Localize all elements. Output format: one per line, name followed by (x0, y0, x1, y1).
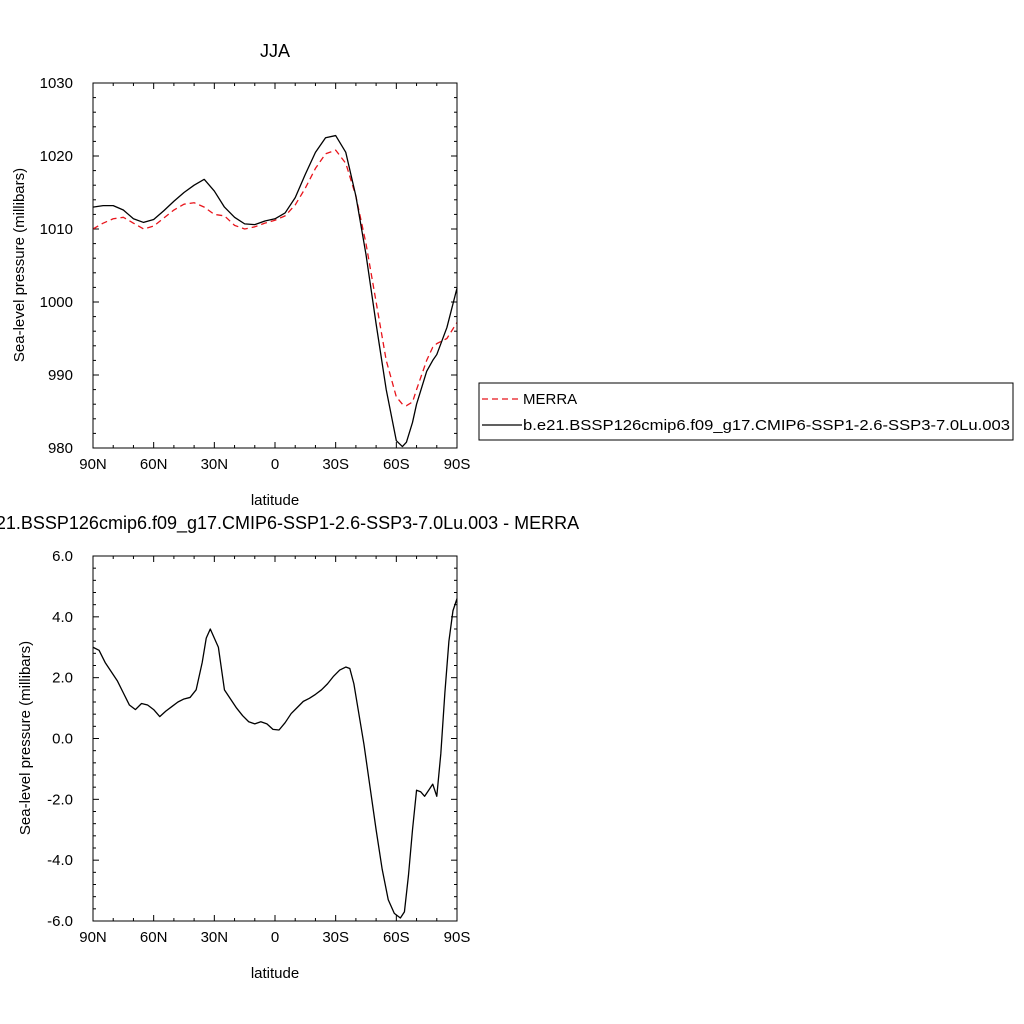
top-ytick-label: 1000 (40, 294, 73, 311)
top-ytick-label: 1010 (40, 221, 73, 238)
bottom-xtick-label: 30N (201, 929, 229, 946)
bottom-ytick-label: 0.0 (52, 731, 73, 748)
top-xtick-label: 0 (271, 456, 279, 473)
bottom-ytick-label: 2.0 (52, 670, 73, 687)
top-series-line-0 (92, 149, 458, 407)
bottom-xtick-label: 90N (79, 929, 107, 946)
top-ytick-label: 1020 (40, 148, 73, 165)
top-xtick-label: 90S (444, 456, 471, 473)
bottom-xtick-label: 60S (383, 929, 410, 946)
bottom-panel-xlabel: latitude (251, 965, 299, 982)
top-panel-ticks: 90N 60N 30N 0 30S 60S 90S 980 990 1000 1010 1020 103… (40, 75, 471, 473)
bottom-xtick-label: 60N (140, 929, 168, 946)
top-ytick-label: 980 (48, 440, 73, 457)
top-xtick-label: 60S (383, 456, 410, 473)
top-xtick-label: 60N (140, 456, 168, 473)
legend: MERRA b.e21.BSSP126cmip6.f09_g17.CMIP6-S… (478, 382, 1014, 441)
top-ytick-label: 990 (48, 367, 73, 384)
bottom-panel: b.e21.BSSP126cmip6.f09_g17.CMIP6-SSP1-2.… (0, 513, 579, 982)
top-panel-ylabel: Sea-level pressure (millibars) (11, 168, 28, 362)
top-panel-frame (92, 82, 458, 449)
bottom-ytick-label: 6.0 (52, 548, 73, 565)
bottom-panel-ylabel: Sea-level pressure (millibars) (17, 641, 34, 835)
top-series-line-1 (92, 134, 458, 448)
bottom-series-line-0 (92, 598, 458, 919)
top-xtick-label: 90N (79, 456, 107, 473)
top-panel-xlabel: latitude (251, 492, 299, 509)
top-ytick-label: 1030 (40, 75, 73, 92)
legend-label-merra: MERRA (523, 391, 577, 408)
top-xtick-label: 30N (201, 456, 229, 473)
bottom-xtick-label: 30S (322, 929, 349, 946)
top-panel-title: JJA (260, 41, 290, 61)
bottom-xtick-label: 90S (444, 929, 471, 946)
bottom-panel-title: b.e21.BSSP126cmip6.f09_g17.CMIP6-SSP1-2.… (0, 513, 579, 534)
bottom-ytick-label: -2.0 (47, 791, 73, 808)
bottom-xtick-label: 0 (271, 929, 279, 946)
bottom-panel-frame (92, 555, 458, 922)
legend-label-model: b.e21.BSSP126cmip6.f09_g17.CMIP6-SSP1-2.… (523, 417, 1010, 434)
top-panel: JJA 90N 60N 30N 0 30S 60S 90S 980 990 1000 1010 102… (11, 41, 470, 509)
top-xtick-label: 30S (322, 456, 349, 473)
bottom-panel-series (92, 598, 458, 919)
bottom-ytick-label: -4.0 (47, 852, 73, 869)
bottom-ytick-label: 4.0 (52, 609, 73, 626)
legend-box (478, 382, 1014, 441)
top-panel-series (92, 134, 458, 448)
bottom-ytick-label: -6.0 (47, 913, 73, 930)
